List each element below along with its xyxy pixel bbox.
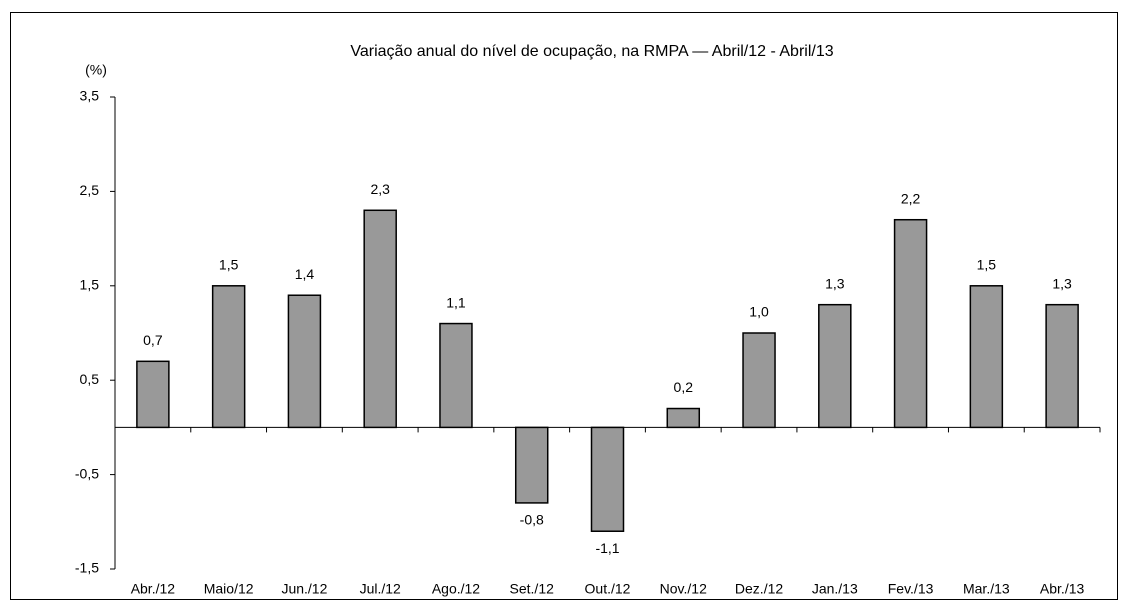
x-tick-label: Set./12 — [510, 581, 555, 597]
y-tick-label: -1,5 — [75, 560, 99, 576]
y-axis-label: (%) — [85, 62, 107, 78]
bar — [514, 426, 549, 504]
bar — [1045, 303, 1079, 429]
x-tick-label: Jul./12 — [360, 581, 401, 597]
x-tick-label: Abr./13 — [1040, 581, 1085, 597]
y-tick-label: 2,5 — [80, 182, 100, 198]
bar — [818, 303, 852, 429]
value-label: 2,2 — [901, 190, 921, 206]
bar — [136, 360, 170, 429]
x-tick-label: Nov./12 — [660, 581, 707, 597]
bar — [363, 209, 397, 429]
x-tick-label: Maio/12 — [204, 581, 254, 597]
x-tick-label: Dez./12 — [735, 581, 783, 597]
x-tick-label: Mar./13 — [963, 581, 1010, 597]
bar — [590, 426, 625, 532]
value-label: 0,2 — [674, 379, 694, 395]
x-tick-label: Abr./12 — [131, 581, 176, 597]
value-label: -0,8 — [520, 512, 544, 528]
y-tick-label: -0,5 — [75, 465, 99, 481]
bar — [211, 285, 246, 429]
value-label: 0,7 — [143, 332, 163, 348]
y-tick-label: 1,5 — [80, 277, 100, 293]
chart-title: Variação anual do nível de ocupação, na … — [350, 43, 833, 60]
bar — [439, 322, 473, 429]
value-label: 2,3 — [370, 181, 390, 197]
bar — [742, 332, 776, 429]
value-label: 1,0 — [749, 304, 769, 320]
value-label: 1,5 — [219, 257, 239, 273]
x-tick-label: Jun./12 — [281, 581, 327, 597]
x-tick-label: Out./12 — [585, 581, 631, 597]
x-tick-label: Ago./12 — [432, 581, 480, 597]
x-tick-label: Fev./13 — [888, 581, 934, 597]
y-tick-label: 3,5 — [80, 88, 100, 104]
y-tick-label: 0,5 — [80, 371, 100, 387]
value-label: 1,4 — [295, 266, 315, 282]
x-tick-label: Jan./13 — [812, 581, 858, 597]
bar — [969, 285, 1004, 429]
value-label: 1,3 — [825, 275, 845, 291]
bar — [666, 407, 701, 429]
chart-frame — [10, 12, 1118, 600]
bar — [893, 218, 928, 429]
value-label: 1,5 — [977, 257, 997, 273]
value-label: 1,3 — [1052, 275, 1072, 291]
value-label: -1,1 — [595, 540, 619, 556]
bar — [287, 294, 322, 429]
value-label: 1,1 — [446, 294, 466, 310]
